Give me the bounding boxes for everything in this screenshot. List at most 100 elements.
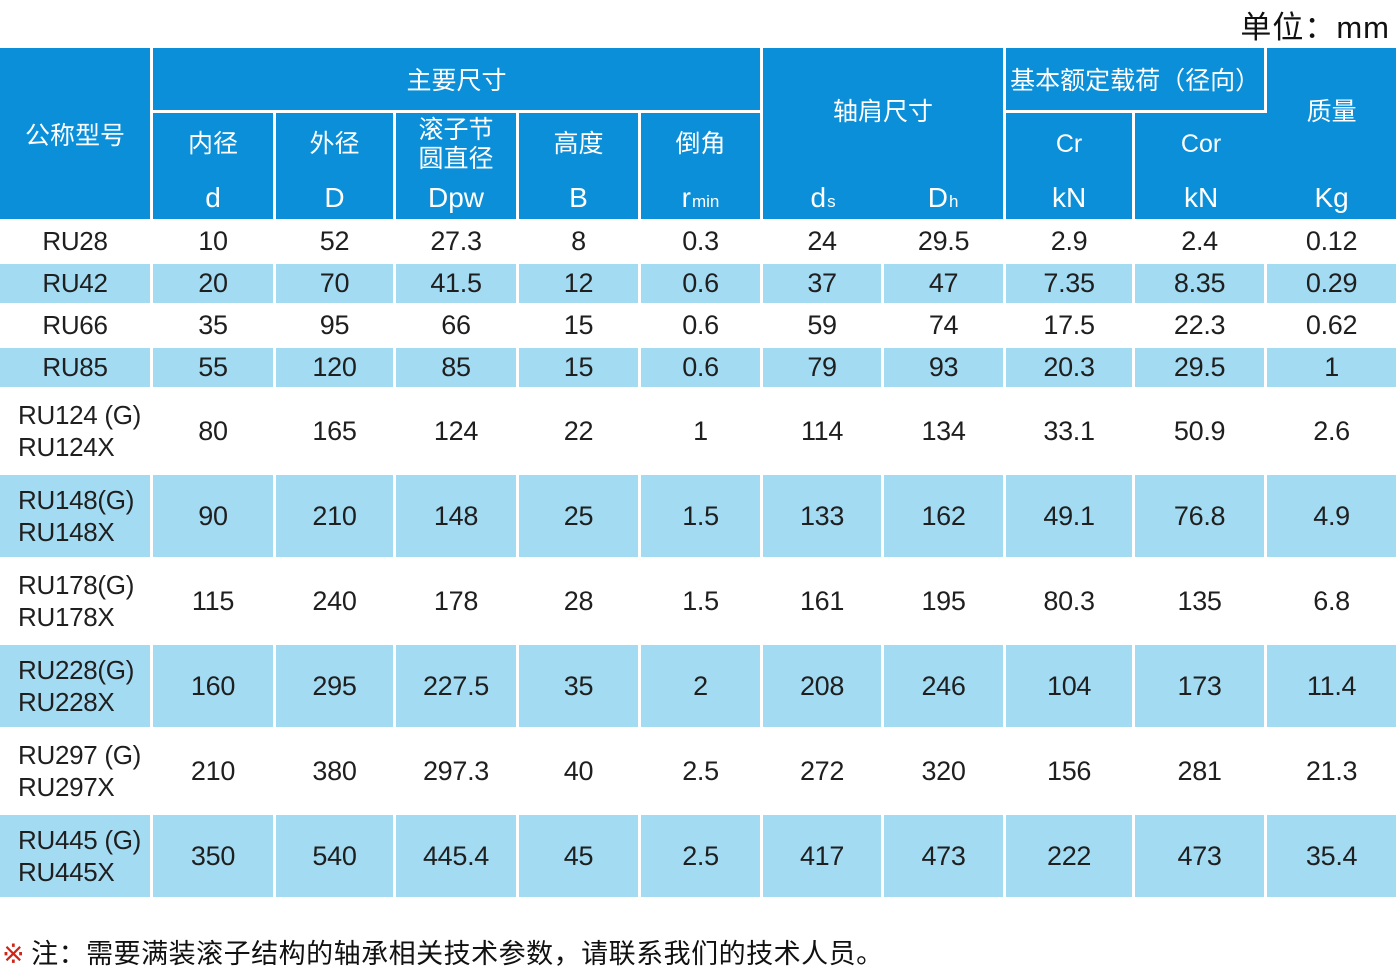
value-cell: 59 [763,306,885,348]
value-cell: 240 [276,560,396,645]
value-cell: 1.5 [641,560,764,645]
value-cell: 473 [1135,815,1268,900]
value-cell: 80 [153,390,276,475]
model-cell: RU297 (G) RU297X [0,730,153,815]
value-cell: 12 [519,264,641,306]
value-cell: 22.3 [1135,306,1268,348]
table-row: RU228(G) RU228X 160 295 227.5 35 2 208 246 104 173… [0,645,1396,730]
model-cell: RU178(G) RU178X [0,560,153,645]
header-mass-label: 质量 [1306,97,1357,126]
value-cell: 15 [519,306,641,348]
value-cell: 41.5 [396,264,519,306]
value-cell: 80.3 [1006,560,1136,645]
value-cell: 90 [153,475,276,560]
value-cell: 195 [884,560,1007,645]
model-cell: RU445 (G) RU445X [0,815,153,900]
value-cell: 11.4 [1267,645,1396,730]
value-cell: 350 [153,815,276,900]
value-cell: 15 [519,348,641,390]
model-cell: RU124 (G) RU124X [0,390,153,475]
table-row: RU297 (G) RU297X 210 380 297.3 40 2.5 272 320 156… [0,730,1396,815]
value-cell: 114 [763,390,885,475]
unit-label: 单位：mm [1240,9,1390,45]
header-col-outer-dia: 外径 D [276,113,396,222]
model-cell: RU148(G) RU148X [0,475,153,560]
model-cell: RU228(G) RU228X [0,645,153,730]
value-cell: 8.35 [1135,264,1268,306]
value-cell: 76.8 [1135,475,1268,560]
value-cell: 417 [763,815,885,900]
value-cell: 0.6 [641,348,764,390]
value-cell: 104 [1006,645,1136,730]
value-cell: 28 [519,560,641,645]
value-cell: 134 [884,390,1007,475]
value-cell: 0.62 [1267,306,1396,348]
value-cell: 6.8 [1267,560,1396,645]
value-cell: 162 [884,475,1007,560]
model-cell: RU28 [0,222,153,264]
value-cell: 0.29 [1267,264,1396,306]
value-cell: 295 [276,645,396,730]
value-cell: 320 [884,730,1007,815]
header-sym-kg: Kg [1314,182,1349,213]
value-cell: 124 [396,390,519,475]
value-cell: 35.4 [1267,815,1396,900]
value-cell: 4.9 [1267,475,1396,560]
value-cell: 52 [276,222,396,264]
value-cell: 173 [1135,645,1268,730]
value-cell: 1.5 [641,475,764,560]
value-cell: 120 [276,348,396,390]
value-cell: 0.6 [641,264,764,306]
value-cell: 55 [153,348,276,390]
value-cell: 27.3 [396,222,519,264]
value-cell: 272 [763,730,885,815]
header-model: 公称型号 [0,48,153,222]
header-group-main-dims: 主要尺寸 [153,48,764,113]
table-body: RU28 10 52 27.3 8 0.3 24 29.5 2.9 2.4 0.12 RU42 20 70… [0,222,1396,900]
model-cell: RU42 [0,264,153,306]
value-cell: 2 [641,645,764,730]
header-col-chamfer: 倒角 r min [641,113,764,222]
value-cell: 17.5 [1006,306,1136,348]
table-row: RU445 (G) RU445X 350 540 445.4 45 2.5 417 473 222… [0,815,1396,900]
value-cell: 156 [1006,730,1136,815]
value-cell: 33.1 [1006,390,1136,475]
header-model-label: 公称型号 [24,121,125,150]
table-row: RU85 55 120 85 15 0.6 79 93 20.3 29.5 1 [0,348,1396,390]
value-cell: 70 [276,264,396,306]
header-col-height: 高度 B [519,113,641,222]
value-cell: 50.9 [1135,390,1268,475]
value-cell: 22 [519,390,641,475]
value-cell: 210 [153,730,276,815]
value-cell: 25 [519,475,641,560]
value-cell: 0.6 [641,306,764,348]
value-cell: 227.5 [396,645,519,730]
value-cell: 115 [153,560,276,645]
value-cell: 74 [884,306,1007,348]
value-cell: 165 [276,390,396,475]
footnote: ※ 注：需要满装滚子结构的轴承相关技术参数，请联系我们的技术人员。 [0,932,1396,971]
value-cell: 178 [396,560,519,645]
value-cell: 135 [1135,560,1268,645]
value-cell: 281 [1135,730,1268,815]
value-cell: 37 [763,264,885,306]
value-cell: 10 [153,222,276,264]
value-cell: 45 [519,815,641,900]
value-cell: 222 [1006,815,1136,900]
value-cell: 2.4 [1135,222,1268,264]
unit-row: 单位：mm [0,0,1396,48]
value-cell: 35 [519,645,641,730]
value-cell: 29.5 [884,222,1007,264]
value-cell: 95 [276,306,396,348]
value-cell: 29.5 [1135,348,1268,390]
table-row: RU28 10 52 27.3 8 0.3 24 29.5 2.9 2.4 0.12 [0,222,1396,264]
value-cell: 2.5 [641,815,764,900]
value-cell: 40 [519,730,641,815]
header-col-cr: Cr kN [1006,113,1136,222]
header-col-cor: Cor kN [1135,113,1268,222]
